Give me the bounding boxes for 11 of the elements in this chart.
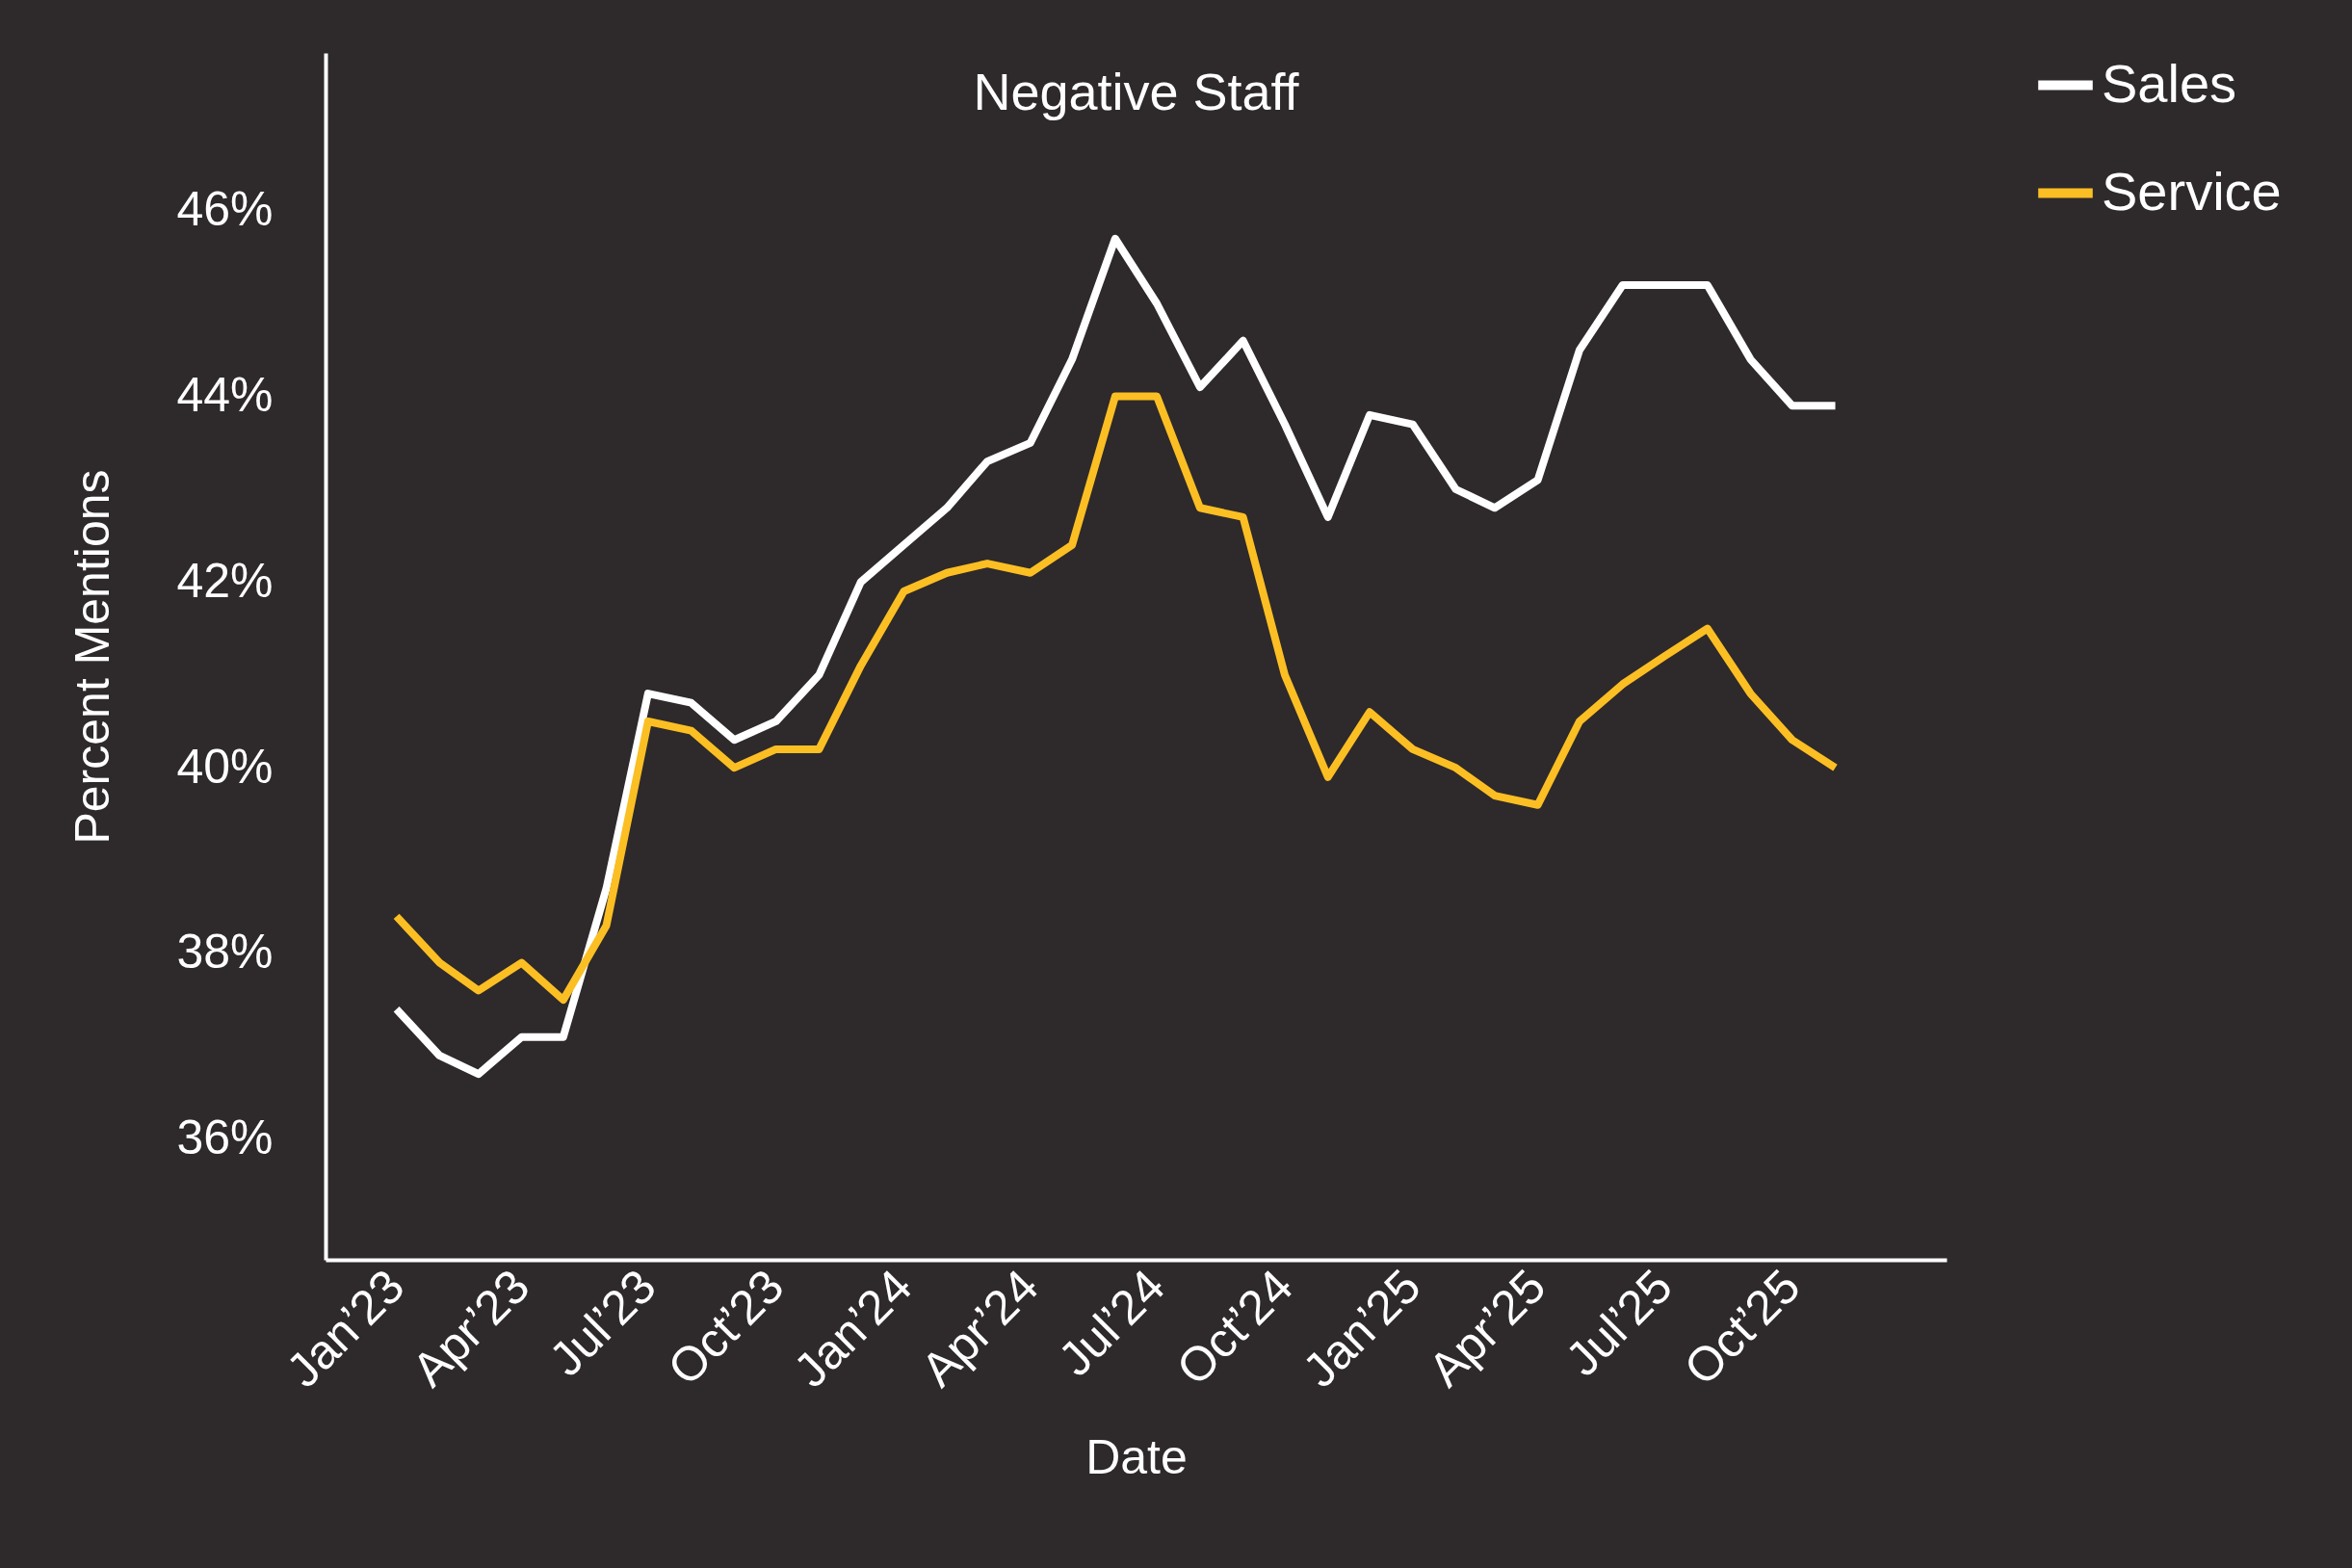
y-tick-label: 38% (176, 925, 274, 980)
chart-title: Negative Staff (973, 63, 1300, 120)
y-axis-title: Percent Mentions (65, 469, 120, 845)
y-tick-label: 36% (176, 1111, 274, 1165)
y-tick-label: 40% (176, 739, 274, 794)
y-tick-label: 44% (176, 368, 274, 423)
legend-label: Sales (2102, 52, 2237, 114)
y-tick-label: 46% (176, 182, 274, 237)
y-tick-label: 42% (176, 553, 274, 608)
x-axis-title: Date (1085, 1430, 1188, 1485)
legend-label: Service (2102, 160, 2282, 222)
